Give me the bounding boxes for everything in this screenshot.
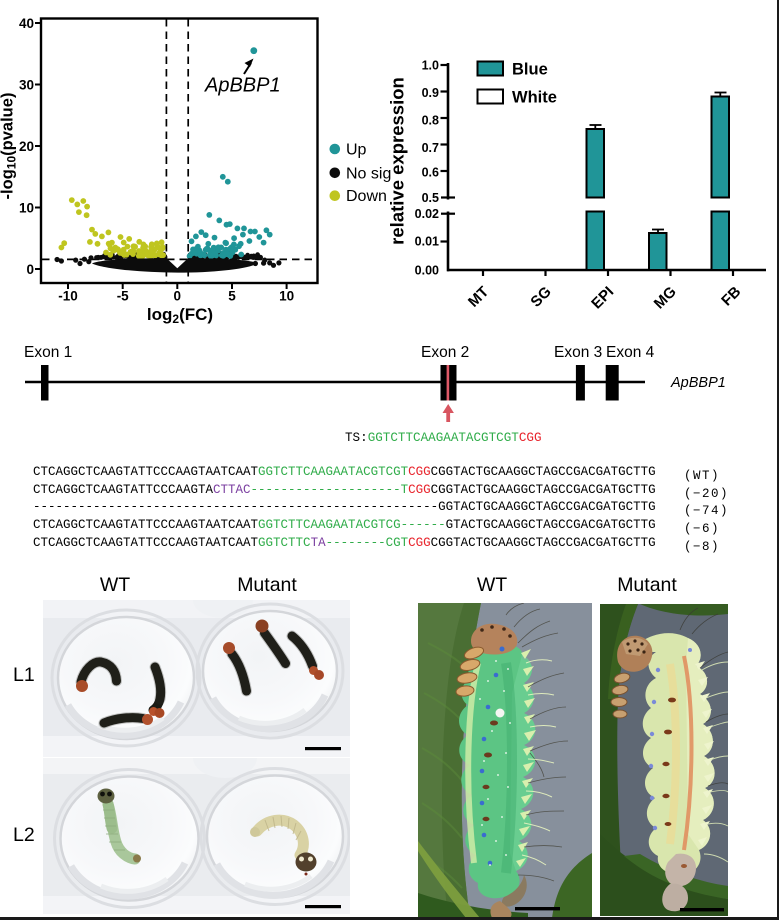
svg-text:Up: Up (346, 142, 367, 159)
svg-text:Exon 2: Exon 2 (421, 344, 469, 361)
svg-text:0.6: 0.6 (422, 166, 439, 180)
svg-text:20: 20 (19, 139, 34, 154)
svg-text:0.5: 0.5 (422, 191, 439, 205)
svg-text:5: 5 (228, 289, 236, 304)
svg-text:0.00: 0.00 (415, 264, 439, 278)
svg-text:Exon 4: Exon 4 (606, 344, 655, 361)
svg-text:White: White (512, 89, 557, 107)
svg-text:-10: -10 (58, 289, 78, 304)
svg-text:0.7: 0.7 (422, 141, 439, 155)
svg-text:log2(FC): log2(FC) (147, 305, 213, 326)
svg-text:0.01: 0.01 (415, 235, 439, 249)
svg-text:-log10(pvalue): -log10(pvalue) (0, 93, 19, 200)
svg-text:0: 0 (26, 262, 34, 277)
svg-text:0.02: 0.02 (415, 207, 439, 221)
svg-text:MG: MG (651, 283, 680, 312)
svg-text:No sig: No sig (346, 165, 391, 182)
svg-text:Exon 3: Exon 3 (554, 344, 602, 361)
svg-text:SG: SG (527, 283, 554, 310)
svg-text:ApBBP1: ApBBP1 (670, 375, 726, 391)
svg-text:relative expression: relative expression (390, 77, 408, 245)
svg-text:FB: FB (718, 283, 744, 309)
svg-text:Exon 1: Exon 1 (24, 344, 72, 361)
svg-text:10: 10 (19, 200, 34, 215)
svg-text:MT: MT (465, 283, 492, 310)
svg-text:Down: Down (346, 188, 387, 205)
svg-text:10: 10 (279, 289, 294, 304)
svg-text:0.9: 0.9 (422, 86, 439, 100)
svg-text:ApBBP1: ApBBP1 (204, 75, 281, 97)
svg-text:40: 40 (19, 16, 34, 31)
svg-text:30: 30 (19, 77, 34, 92)
svg-text:EPI: EPI (588, 283, 617, 312)
svg-text:1.0: 1.0 (422, 59, 439, 73)
svg-text:-5: -5 (117, 289, 129, 304)
svg-text:TS:GGTCTTCAAGAATACGTCGTCGG: TS:GGTCTTCAAGAATACGTCGTCGG (345, 431, 542, 445)
svg-text:0.8: 0.8 (422, 114, 439, 128)
svg-text:Blue: Blue (512, 61, 548, 79)
svg-text:0: 0 (174, 289, 182, 304)
